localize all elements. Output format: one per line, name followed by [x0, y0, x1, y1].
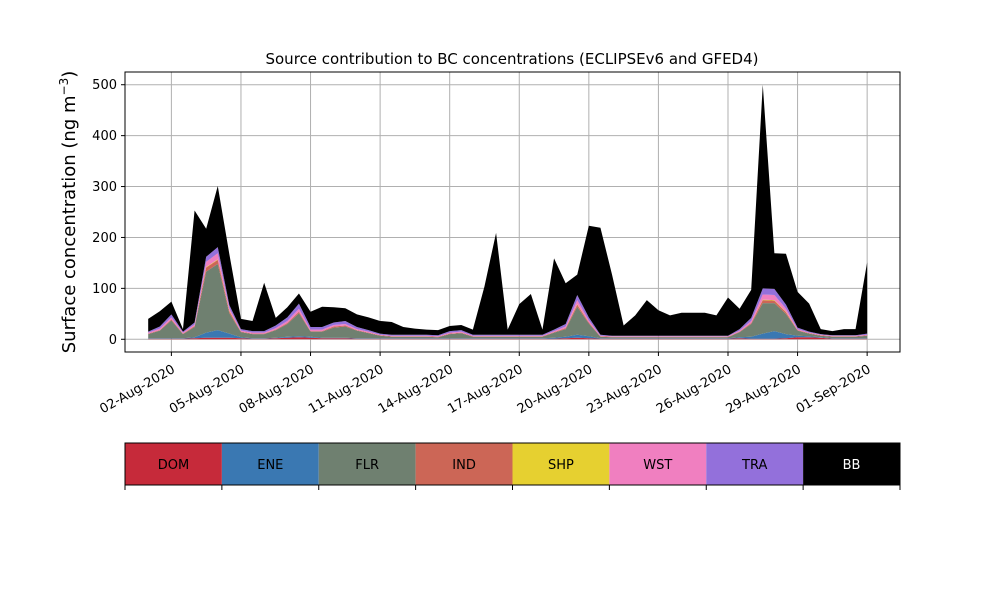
legend-swatch-ene	[221, 443, 319, 485]
y-tick-label: 400	[92, 129, 117, 144]
stacked-area-layer	[148, 84, 868, 340]
y-axis-label-main: Surface concentration (ng m	[59, 95, 80, 353]
legend-swatch-shp	[512, 443, 610, 485]
legend: DOM ENE FLR IND SHP WST TRA BB	[124, 442, 901, 490]
legend-label-ene: ENE	[257, 458, 283, 473]
legend-label-shp: SHP	[548, 458, 574, 473]
legend-label-ind: IND	[452, 458, 476, 473]
series-area-bb	[148, 84, 868, 336]
y-tick-label: 100	[92, 282, 117, 297]
series-area-ene	[148, 330, 868, 339]
legend-swatch-wst	[609, 443, 707, 485]
legend-label-wst: WST	[643, 458, 672, 473]
legend-swatch-bb	[803, 443, 900, 485]
legend-swatch-ind	[415, 443, 513, 485]
chart-title: Source contribution to BC concentrations…	[265, 50, 758, 68]
series-area-flr	[148, 263, 868, 339]
y-axis-label: Surface concentration (ng m−3)	[57, 71, 80, 354]
legend-swatch-tra	[706, 443, 804, 485]
grid-layer	[125, 72, 900, 352]
y-tick-label: 0	[109, 333, 117, 348]
y-tick-label: 300	[92, 180, 117, 195]
y-axis-label-close: )	[59, 71, 80, 78]
legend-label-dom: DOM	[158, 458, 189, 473]
y-tick-label: 200	[92, 231, 117, 246]
legend-swatch-flr	[318, 443, 416, 485]
y-axis: 0 100 200 300 400 500	[92, 78, 125, 348]
legend-label-flr: FLR	[355, 458, 379, 473]
legend-label-bb: BB	[843, 458, 861, 473]
y-tick-label: 500	[92, 78, 117, 93]
legend-swatch-dom	[125, 443, 222, 485]
plot-frame	[124, 71, 901, 353]
legend-label-tra: TRA	[741, 458, 767, 473]
y-axis-label-superscript: −3	[57, 78, 71, 96]
